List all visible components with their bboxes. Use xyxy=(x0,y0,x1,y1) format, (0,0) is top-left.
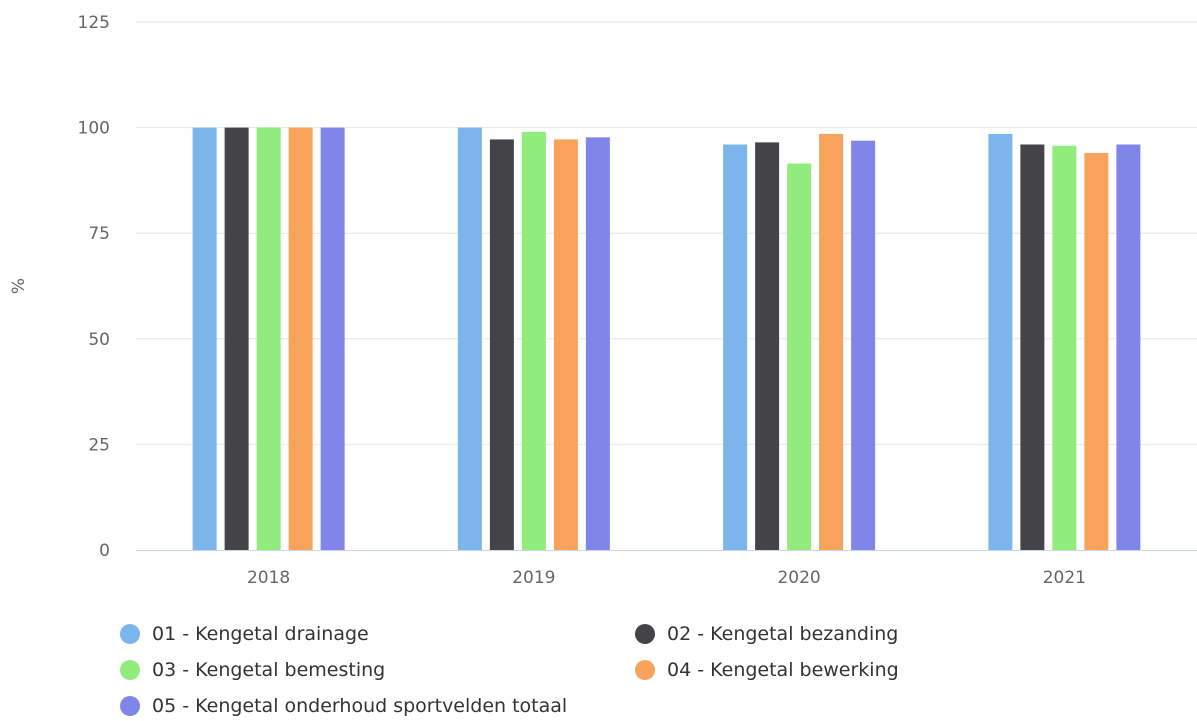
legend-item[interactable]: 03 - Kengetal bemesting xyxy=(120,655,385,685)
bar xyxy=(256,127,281,550)
bar-chart: 0 25 50 75 100 125 % 2018 2019 2020 2021 xyxy=(9,13,1197,588)
x-tick-label: 2021 xyxy=(1043,568,1086,588)
x-tick-label: 2019 xyxy=(512,568,555,588)
grid-lines xyxy=(136,21,1197,445)
legend-item[interactable]: 05 - Kengetal onderhoud sportvelden tota… xyxy=(120,691,567,721)
bar xyxy=(851,140,876,550)
bar xyxy=(585,137,610,551)
legend-label: 01 - Kengetal drainage xyxy=(152,623,369,645)
legend-item[interactable]: 04 - Kengetal bewerking xyxy=(635,655,899,685)
legend-marker-icon xyxy=(120,624,140,644)
bar xyxy=(192,127,217,550)
y-tick-label: 50 xyxy=(88,330,110,350)
legend-marker-icon xyxy=(635,624,655,644)
bar xyxy=(819,133,844,550)
bar xyxy=(723,144,748,550)
bar xyxy=(1020,144,1045,550)
x-axis-tick-labels: 2018 2019 2020 2021 xyxy=(247,568,1086,588)
y-tick-label: 25 xyxy=(88,435,110,455)
x-tick-label: 2018 xyxy=(247,568,290,588)
bar xyxy=(224,127,249,550)
legend-marker-icon xyxy=(120,660,140,680)
y-tick-label: 0 xyxy=(99,541,110,561)
bar xyxy=(521,131,546,550)
bar xyxy=(755,142,780,550)
bar xyxy=(1116,144,1141,550)
y-tick-label: 75 xyxy=(88,224,110,244)
bar xyxy=(1052,145,1077,551)
y-tick-label: 100 xyxy=(78,119,110,139)
legend-marker-icon xyxy=(635,660,655,680)
bar xyxy=(288,127,313,550)
y-axis-tick-labels: 0 25 50 75 100 125 xyxy=(78,13,110,561)
bar xyxy=(988,133,1013,550)
bar xyxy=(787,163,812,550)
x-tick-label: 2020 xyxy=(777,568,820,588)
legend-item[interactable]: 02 - Kengetal bezanding xyxy=(635,619,898,649)
y-tick-label: 125 xyxy=(78,13,110,33)
bar xyxy=(457,127,482,550)
bar xyxy=(320,127,345,550)
bar xyxy=(1084,152,1109,550)
bar xyxy=(553,139,578,551)
legend-label: 04 - Kengetal bewerking xyxy=(667,659,899,681)
y-axis-label: % xyxy=(9,278,29,294)
legend-marker-icon xyxy=(120,696,140,716)
legend-item[interactable]: 01 - Kengetal drainage xyxy=(120,619,369,649)
legend-label: 05 - Kengetal onderhoud sportvelden tota… xyxy=(152,695,568,717)
bar xyxy=(489,139,514,551)
legend-label: 02 - Kengetal bezanding xyxy=(667,623,899,645)
legend-label: 03 - Kengetal bemesting xyxy=(152,659,386,681)
bar-series xyxy=(192,127,1141,551)
